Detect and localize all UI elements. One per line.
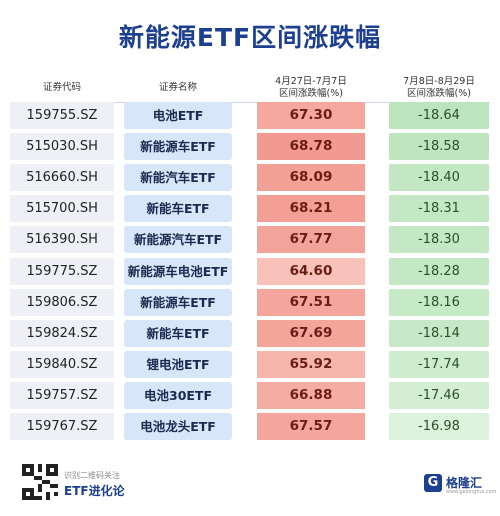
header-period2-dates: 7月8日-8月29日	[403, 76, 475, 87]
table-row: 516660.SH 新能汽车ETF 68.09 -18.40	[0, 164, 500, 192]
period2-change: -18.28	[389, 257, 489, 285]
security-name: 新能车ETF	[124, 195, 232, 223]
period2-change: -18.64	[389, 102, 489, 129]
period1-change: 67.57	[257, 413, 365, 440]
period1-change: 67.69	[257, 319, 365, 347]
period1-change: 68.78	[257, 133, 365, 161]
period1-change: 67.51	[257, 288, 365, 316]
security-code: 159824.SZ	[10, 319, 114, 347]
logo-mark-icon: G	[424, 474, 442, 492]
security-code: 159775.SZ	[10, 257, 114, 285]
page-title: 新能源ETF区间涨跌幅	[118, 23, 382, 52]
logo-name: 格隆汇	[446, 476, 483, 490]
table-row: 159775.SZ 新能源车电池ETF 64.60 -18.28	[0, 257, 500, 285]
security-name: 电池龙头ETF	[124, 413, 232, 440]
security-code: 159806.SZ	[10, 288, 114, 316]
security-code: 159757.SZ	[10, 381, 114, 409]
period2-change: -18.30	[389, 226, 489, 254]
header-period2: 7月8日-8月29日 区间涨跌幅(%)	[389, 76, 489, 100]
period2-change: -18.31	[389, 195, 489, 223]
logo-site: www.gelonghui.com	[446, 489, 497, 495]
period1-change: 68.21	[257, 195, 365, 223]
security-code: 516390.SH	[10, 226, 114, 254]
brand-name: ETF进化论	[64, 484, 125, 498]
table-row: 159840.SZ 锂电池ETF 65.92 -17.74	[0, 350, 500, 378]
period1-change: 68.09	[257, 164, 365, 192]
header-code: 证券代码	[10, 82, 114, 94]
table-row: 515030.SH 新能源车ETF 68.78 -18.58	[0, 133, 500, 161]
period2-change: -18.14	[389, 319, 489, 347]
security-code: 516660.SH	[10, 164, 114, 192]
header-divider	[10, 102, 490, 103]
security-name: 电池ETF	[124, 102, 232, 129]
table-row: 159824.SZ 新能车ETF 67.69 -18.14	[0, 319, 500, 347]
security-name: 新能源车电池ETF	[124, 257, 232, 285]
qr-code-icon	[22, 464, 58, 500]
security-name: 新能车ETF	[124, 319, 232, 347]
period2-change: -18.40	[389, 164, 489, 192]
table-row: 515700.SH 新能车ETF 68.21 -18.31	[0, 195, 500, 223]
period1-change: 67.77	[257, 226, 365, 254]
period1-change: 64.60	[257, 257, 365, 285]
period2-change: -16.98	[389, 413, 489, 440]
footer: 识别二维码关注 ETF进化论 G 格隆汇 www.gelonghui.com	[0, 460, 500, 516]
security-code: 159840.SZ	[10, 350, 114, 378]
header-period1: 4月27日-7月7日 区间涨跌幅(%)	[257, 76, 365, 100]
period2-change: -18.58	[389, 133, 489, 161]
period1-change: 67.30	[257, 102, 365, 129]
security-name: 锂电池ETF	[124, 350, 232, 378]
table-row: 159806.SZ 新能源车ETF 67.51 -18.16	[0, 288, 500, 316]
table-row: 516390.SH 新能源汽车ETF 67.77 -18.30	[0, 226, 500, 254]
period2-change: -17.46	[389, 381, 489, 409]
security-code: 515030.SH	[10, 133, 114, 161]
header-period1-label: 区间涨跌幅(%)	[279, 88, 343, 99]
security-code: 159767.SZ	[10, 413, 114, 440]
period2-change: -17.74	[389, 350, 489, 378]
period1-change: 66.88	[257, 381, 365, 409]
table-row: 159755.SZ 电池ETF 67.30 -18.64	[0, 102, 500, 129]
period2-change: -18.16	[389, 288, 489, 316]
security-name: 新能源汽车ETF	[124, 226, 232, 254]
header-period2-label: 区间涨跌幅(%)	[407, 88, 471, 99]
security-name: 新能汽车ETF	[124, 164, 232, 192]
security-code: 515700.SH	[10, 195, 114, 223]
header-code-label: 证券代码	[42, 82, 81, 93]
security-name: 电池30ETF	[124, 381, 232, 409]
header-name: 证券名称	[124, 82, 232, 94]
security-name: 新能源车ETF	[124, 133, 232, 161]
security-code: 159755.SZ	[10, 102, 114, 129]
header-period1-dates: 4月27日-7月7日	[275, 76, 347, 87]
header-name-label: 证券名称	[158, 82, 197, 93]
qr-hint: 识别二维码关注	[64, 471, 120, 480]
table-row: 159767.SZ 电池龙头ETF 67.57 -16.98	[0, 413, 500, 440]
table-row: 159757.SZ 电池30ETF 66.88 -17.46	[0, 381, 500, 409]
period1-change: 65.92	[257, 350, 365, 378]
security-name: 新能源车ETF	[124, 288, 232, 316]
